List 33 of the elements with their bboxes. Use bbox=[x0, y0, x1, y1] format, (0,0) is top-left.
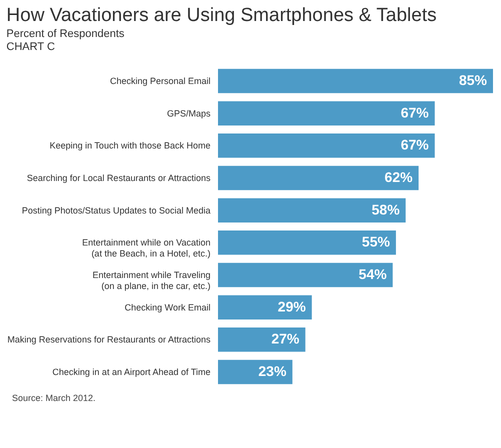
y-tick-label: Checking Personal Email bbox=[110, 76, 210, 86]
y-tick-label: Checking Work Email bbox=[124, 302, 210, 312]
data-label: 62% bbox=[384, 168, 414, 185]
source-note: Source: March 2012. bbox=[12, 393, 97, 403]
y-tick-label: Entertainment while on Vacation (at the Beach, in a Hotel, etc.) bbox=[82, 238, 210, 259]
data-label: 29% bbox=[278, 298, 306, 314]
data-label: 54% bbox=[358, 266, 388, 282]
bar bbox=[218, 101, 435, 126]
y-tick-label: Keeping in Touch with those Back Home bbox=[50, 140, 210, 151]
data-label: 55% bbox=[362, 234, 390, 250]
y-tick-label: Entertainment while Traveling (on a plane, in the car, etc.) bbox=[92, 270, 210, 292]
bar bbox=[218, 230, 396, 255]
bar bbox=[218, 134, 435, 158]
bar bbox=[218, 328, 306, 352]
data-label: 67% bbox=[400, 136, 430, 153]
bar bbox=[218, 166, 419, 190]
text: Percent of Respondents CHART C bbox=[6, 28, 125, 53]
y-tick-label: GPS/Maps bbox=[166, 108, 211, 118]
y-tick-label: Making Reservations for Restaurants or Attractions bbox=[7, 334, 211, 345]
data-label: 85% bbox=[458, 72, 488, 88]
y-tick-label: Checking in at an Airport Ahead of Time bbox=[52, 367, 210, 378]
bar bbox=[218, 198, 406, 222]
data-label: 58% bbox=[372, 201, 400, 218]
bar bbox=[218, 295, 312, 320]
chart-title: How Vacationers are Using Smartphones & Tablets bbox=[6, 5, 437, 26]
data-label: 23% bbox=[258, 363, 287, 380]
bar bbox=[218, 262, 393, 288]
bar bbox=[218, 68, 493, 94]
y-tick-label: Posting Photos/Status Updates to Social Media bbox=[22, 205, 210, 216]
data-label: 27% bbox=[271, 330, 300, 347]
y-tick-label: Searching for Local Restaurants or Attractions bbox=[26, 172, 211, 183]
bar bbox=[218, 360, 292, 384]
data-label: 67% bbox=[400, 104, 430, 120]
